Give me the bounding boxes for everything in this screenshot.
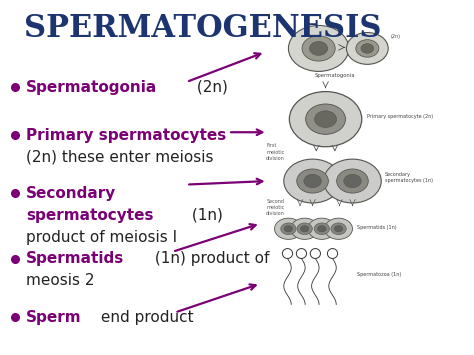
Text: end product: end product [97, 310, 194, 325]
Text: product of meiosis I: product of meiosis I [26, 230, 177, 245]
Circle shape [314, 223, 329, 235]
Text: (2n): (2n) [192, 80, 228, 95]
Circle shape [356, 40, 379, 57]
Text: Sperm: Sperm [26, 310, 82, 325]
Circle shape [337, 169, 368, 193]
Ellipse shape [310, 248, 320, 258]
Circle shape [304, 174, 321, 188]
Circle shape [344, 174, 361, 188]
Text: meosis 2: meosis 2 [26, 273, 95, 288]
Circle shape [284, 225, 292, 232]
Text: Secondary: Secondary [26, 186, 117, 201]
Circle shape [331, 223, 346, 235]
Circle shape [281, 223, 296, 235]
Text: (1n) product of: (1n) product of [150, 251, 270, 266]
Circle shape [284, 159, 341, 203]
Circle shape [302, 36, 335, 61]
Text: Spermatids (1n): Spermatids (1n) [357, 225, 397, 230]
Circle shape [297, 223, 312, 235]
Circle shape [291, 218, 319, 239]
Circle shape [325, 218, 353, 239]
Text: (1n): (1n) [187, 208, 223, 223]
Circle shape [346, 33, 388, 64]
Text: First
meiotic
division: First meiotic division [266, 143, 285, 161]
Text: Spermatogonia: Spermatogonia [315, 73, 355, 78]
Text: SPERMATOGENESIS: SPERMATOGENESIS [24, 13, 382, 44]
Circle shape [297, 169, 328, 193]
Circle shape [315, 111, 337, 127]
Circle shape [274, 218, 302, 239]
Circle shape [310, 42, 328, 55]
Text: Primary spermatocytes: Primary spermatocytes [26, 127, 227, 143]
Ellipse shape [328, 248, 337, 258]
Text: Spermatozoa (1n): Spermatozoa (1n) [357, 272, 401, 277]
Circle shape [324, 159, 381, 203]
Text: Primary spermatocyte (2n): Primary spermatocyte (2n) [367, 114, 433, 119]
Circle shape [308, 218, 336, 239]
Ellipse shape [296, 248, 307, 258]
Circle shape [289, 26, 349, 71]
Text: (2n): (2n) [391, 33, 401, 39]
Text: Second
meiotic
division: Second meiotic division [266, 199, 285, 216]
Text: Secondary
spermatocytes (1n): Secondary spermatocytes (1n) [385, 172, 433, 183]
Circle shape [289, 92, 362, 147]
Circle shape [318, 225, 326, 232]
Text: Spermatids: Spermatids [26, 251, 125, 266]
Circle shape [334, 225, 343, 232]
Circle shape [306, 104, 346, 134]
Circle shape [361, 44, 374, 53]
Circle shape [301, 225, 309, 232]
Text: Spermatogonia: Spermatogonia [26, 80, 157, 95]
Text: (2n) these enter meiosis: (2n) these enter meiosis [26, 149, 214, 164]
Text: spermatocytes: spermatocytes [26, 208, 154, 223]
Ellipse shape [283, 248, 292, 258]
